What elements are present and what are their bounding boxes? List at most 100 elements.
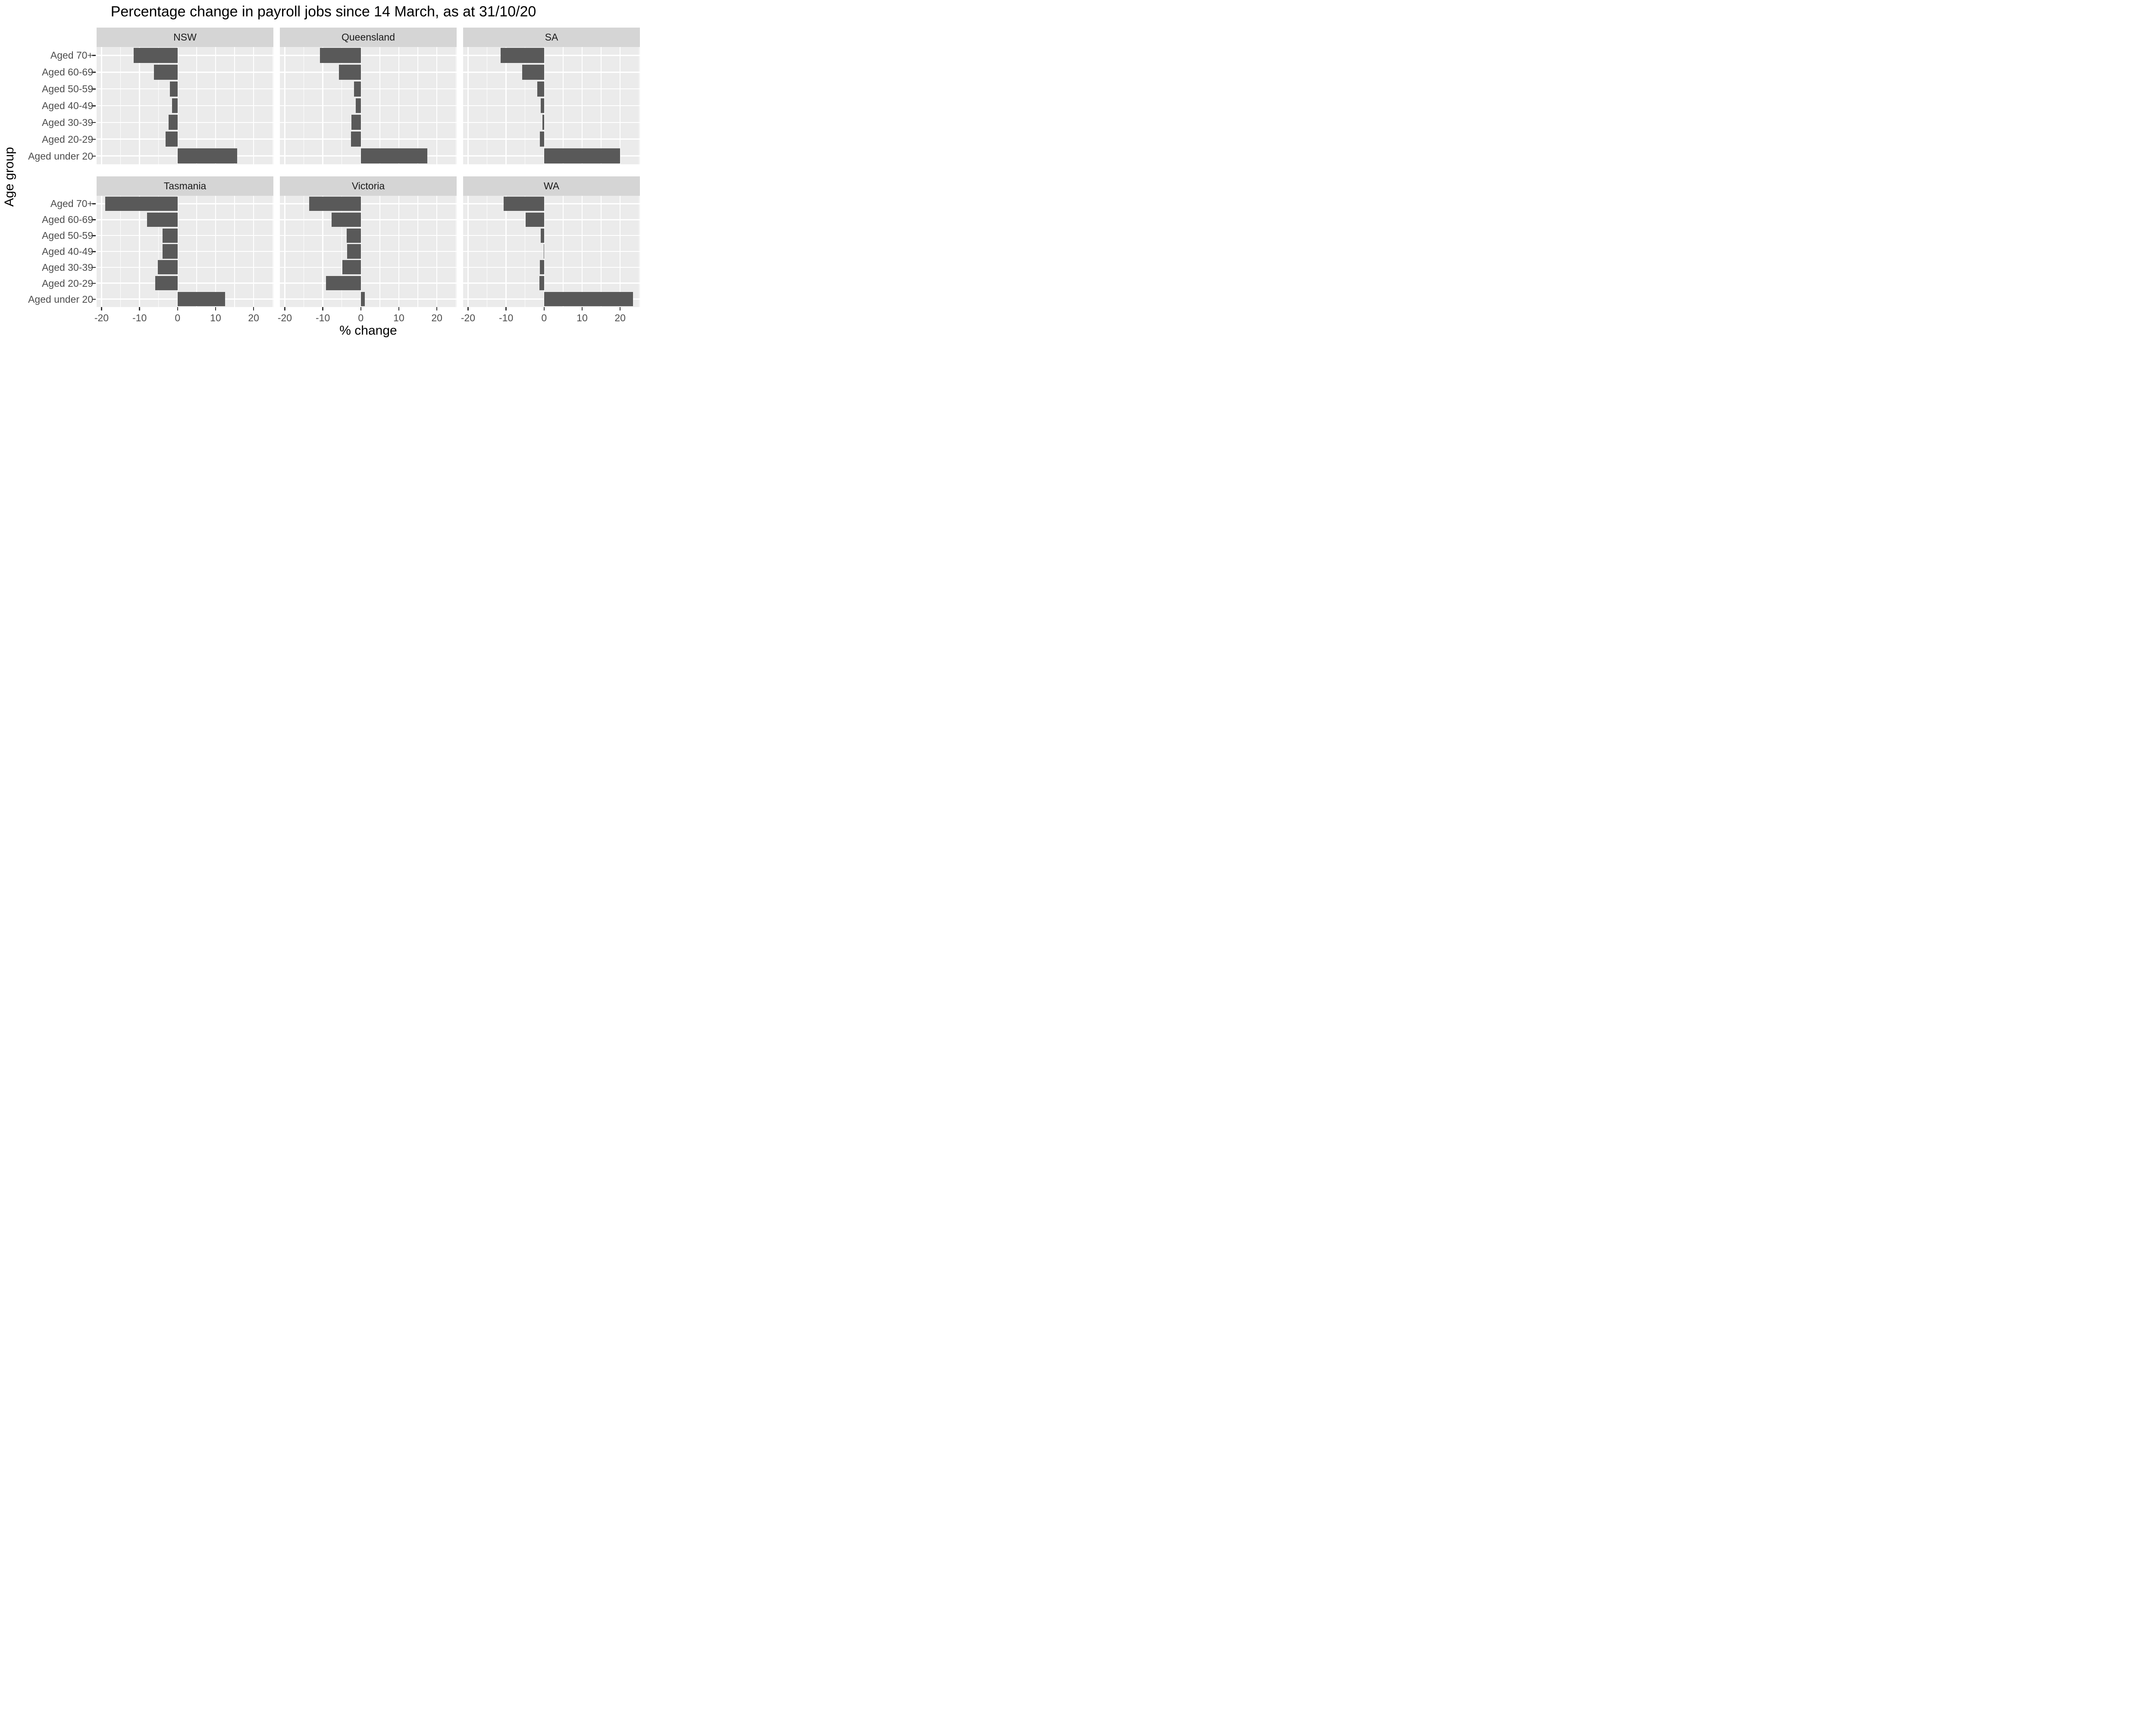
bar: [540, 260, 544, 275]
v-gridline-major: [436, 47, 438, 164]
y-tick-mark: [92, 138, 96, 140]
v-gridline-major: [253, 47, 254, 164]
h-gridline-major: [280, 72, 457, 73]
y-tick-mark: [92, 267, 96, 268]
facet-panel: [463, 47, 640, 164]
v-gridline-major: [398, 196, 400, 307]
x-axis-tick-label: 0: [358, 312, 364, 323]
y-axis-tick-label: Aged 70+: [50, 198, 93, 210]
bar: [177, 148, 238, 164]
facet-panel: [463, 196, 640, 307]
bar: [539, 276, 544, 291]
bar: [165, 132, 178, 147]
v-gridline-major: [139, 47, 140, 164]
x-axis-title: % change: [339, 323, 397, 338]
y-axis-tick-label: Aged 20-29: [42, 277, 93, 289]
x-axis-tick-label: -20: [94, 312, 109, 323]
bar: [504, 196, 544, 211]
bar: [320, 47, 361, 63]
v-gridline-minor: [120, 196, 121, 307]
h-gridline-major: [463, 72, 640, 73]
h-gridline-major: [463, 105, 640, 107]
facet-strip: Queensland: [280, 28, 457, 47]
h-gridline-major: [280, 88, 457, 90]
y-tick-mark: [92, 251, 96, 252]
x-axis-tick-label: 10: [393, 312, 404, 323]
y-tick-mark: [92, 203, 96, 204]
x-tick-mark: [505, 307, 507, 310]
h-gridline-major: [97, 105, 273, 107]
v-gridline-minor: [196, 47, 197, 164]
h-gridline-major: [97, 55, 273, 56]
v-gridline-major: [581, 196, 583, 307]
h-gridline-major: [280, 55, 457, 56]
facet-strip: Victoria: [280, 176, 457, 196]
bar: [147, 212, 178, 227]
bar: [133, 47, 178, 63]
h-gridline-major: [280, 298, 457, 300]
bar: [154, 64, 178, 80]
x-tick-mark: [619, 307, 621, 310]
v-gridline-major: [101, 47, 102, 164]
v-gridline-major: [215, 196, 216, 307]
h-gridline-major: [280, 282, 457, 284]
bar: [522, 64, 544, 80]
x-tick-mark: [322, 307, 323, 310]
facet-strip: WA: [463, 176, 640, 196]
v-gridline-major: [101, 196, 102, 307]
h-gridline-major: [463, 88, 640, 90]
y-tick-mark: [92, 282, 96, 284]
bar: [170, 81, 178, 97]
v-gridline-minor: [417, 47, 418, 164]
x-axis-tick-label: 10: [210, 312, 221, 323]
v-gridline-major: [139, 196, 140, 307]
v-gridline-minor: [120, 47, 121, 164]
bar: [540, 132, 544, 147]
v-gridline-major: [436, 196, 438, 307]
bar: [309, 196, 361, 211]
y-axis-tick-label: Aged 60-69: [42, 214, 93, 226]
v-gridline-major: [177, 196, 179, 307]
v-gridline-major: [398, 47, 400, 164]
h-gridline-major: [463, 122, 640, 123]
v-gridline-minor: [196, 196, 197, 307]
x-axis-tick-label: 10: [577, 312, 588, 323]
bar: [105, 196, 178, 211]
v-gridline-major: [467, 47, 469, 164]
facet-panel: [97, 47, 273, 164]
facet-strip: SA: [463, 28, 640, 47]
h-gridline-major: [463, 267, 640, 268]
h-gridline-major: [280, 203, 457, 204]
h-gridline-major: [463, 282, 640, 284]
facet-panel: [280, 47, 457, 164]
bar: [501, 47, 544, 63]
v-gridline-minor: [158, 47, 159, 164]
v-gridline-minor: [417, 196, 418, 307]
v-gridline-major: [322, 196, 323, 307]
bar: [331, 212, 361, 227]
y-axis-tick-label: Aged under 20: [28, 150, 93, 162]
x-axis-tick-label: -10: [132, 312, 147, 323]
x-axis-tick-label: -20: [461, 312, 476, 323]
h-gridline-major: [97, 251, 273, 252]
h-gridline-major: [280, 105, 457, 107]
h-gridline-major: [280, 251, 457, 252]
y-tick-mark: [92, 298, 96, 300]
x-axis-tick-label: 0: [175, 312, 181, 323]
h-gridline-major: [280, 267, 457, 268]
y-axis-tick-label: Aged 70+: [50, 50, 93, 61]
bar: [157, 260, 178, 275]
v-gridline-major: [505, 47, 507, 164]
h-gridline-major: [463, 203, 640, 204]
bar: [354, 81, 361, 97]
bar: [347, 228, 361, 243]
y-axis-tick-label: Aged 30-39: [42, 261, 93, 273]
facet-strip-label: Tasmania: [163, 180, 207, 191]
x-axis-tick-label: 20: [431, 312, 442, 323]
y-tick-mark: [92, 88, 96, 90]
bar: [351, 132, 361, 147]
y-axis-tick-label: Aged 50-59: [42, 230, 93, 242]
x-axis-tick-label: -20: [277, 312, 292, 323]
h-gridline-major: [97, 138, 273, 140]
v-gridline-major: [619, 196, 621, 307]
